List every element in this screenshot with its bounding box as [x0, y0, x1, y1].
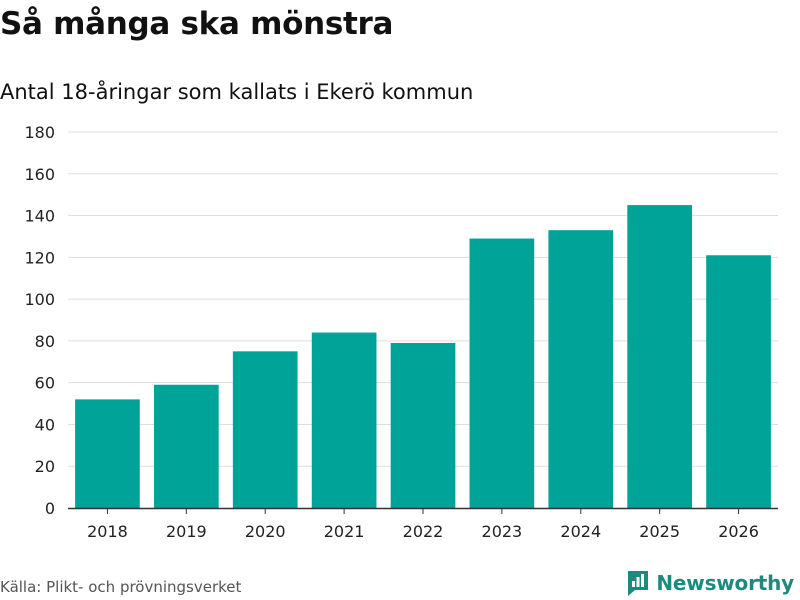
brand-name: Newsworthy [656, 571, 794, 595]
y-tick-label: 160 [24, 165, 55, 184]
bar [153, 384, 219, 508]
bar [75, 399, 140, 508]
x-tick-label: 2022 [403, 522, 444, 541]
x-tick-label: 2018 [87, 522, 128, 541]
x-tick-label: 2025 [639, 522, 680, 541]
bar [469, 238, 535, 509]
source-note: Källa: Plikt- och prövningsverket [0, 578, 242, 596]
x-tick-label: 2023 [482, 522, 523, 541]
bar [390, 342, 456, 508]
bar [311, 332, 377, 508]
bar [627, 205, 693, 508]
y-tick-label: 80 [35, 332, 55, 351]
x-tick-label: 2019 [166, 522, 207, 541]
y-tick-label: 20 [35, 457, 55, 476]
x-tick-label: 2026 [718, 522, 759, 541]
brand-logo: Newsworthy [626, 569, 794, 597]
y-tick-label: 60 [35, 374, 55, 393]
y-tick-label: 40 [35, 415, 55, 434]
y-tick-label: 100 [24, 290, 55, 309]
y-tick-label: 140 [24, 207, 55, 226]
bar [706, 255, 771, 508]
x-tick-label: 2021 [324, 522, 365, 541]
bar [232, 351, 298, 508]
x-tick-label: 2024 [560, 522, 601, 541]
y-tick-label: 0 [45, 499, 55, 518]
x-tick-label: 2020 [245, 522, 286, 541]
chart-title: Så många ska mönstra [0, 6, 394, 42]
axes: 0 20 40 60 80 100 120 140 160 180 2018 2019 2020 2021… [24, 123, 778, 541]
bars [75, 205, 771, 509]
bar-chart-icon [628, 571, 649, 596]
bar [548, 230, 614, 508]
y-tick-label: 180 [24, 123, 55, 142]
chart-subtitle: Antal 18-åringar som kallats i Ekerö kom… [0, 80, 474, 104]
y-tick-label: 120 [24, 248, 55, 267]
